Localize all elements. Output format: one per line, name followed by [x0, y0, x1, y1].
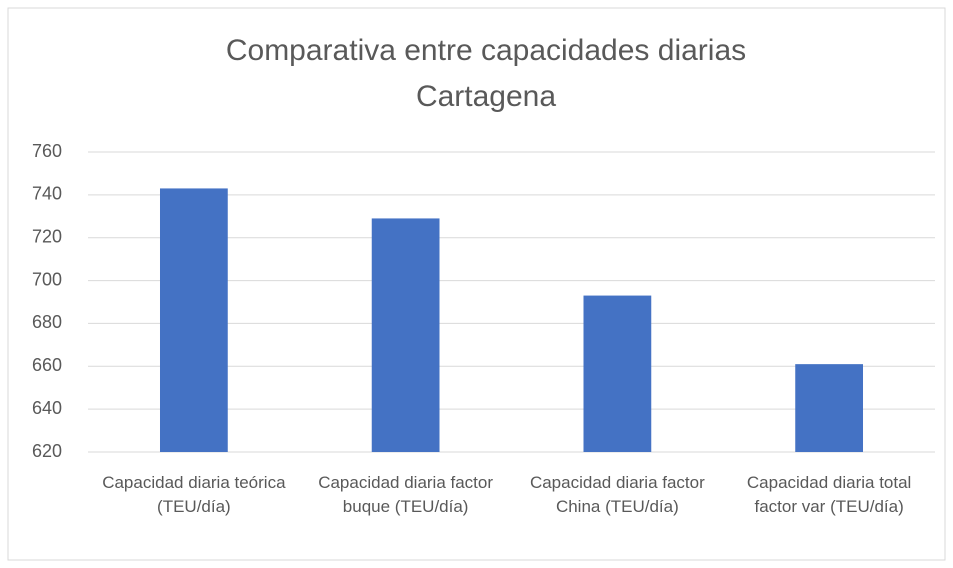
chart-title: Cartagena	[416, 80, 556, 113]
y-tick-label: 760	[32, 141, 62, 161]
x-tick-label: Capacidad diaria factor China (TEU/día)	[530, 473, 705, 516]
y-tick-label: 660	[32, 355, 62, 375]
x-tick-label: Capacidad diaria total factor var (TEU/dí…	[747, 473, 911, 516]
bar	[371, 218, 440, 452]
x-tick-label: Capacidad diaria teórica (TEU/día)	[102, 473, 286, 516]
y-tick-label: 740	[32, 184, 62, 204]
y-tick-label: 720	[32, 226, 62, 246]
y-tick-label: 700	[32, 269, 62, 289]
bar	[795, 364, 864, 452]
y-tick-label: 680	[32, 312, 62, 332]
bar	[159, 188, 228, 452]
x-tick-label: Capacidad diaria factor buque (TEU/día)	[318, 473, 493, 516]
chart-title: Comparativa entre capacidades diarias	[226, 34, 746, 67]
y-tick-label: 620	[32, 441, 62, 461]
bar	[583, 295, 652, 452]
y-tick-label: 640	[32, 398, 62, 418]
